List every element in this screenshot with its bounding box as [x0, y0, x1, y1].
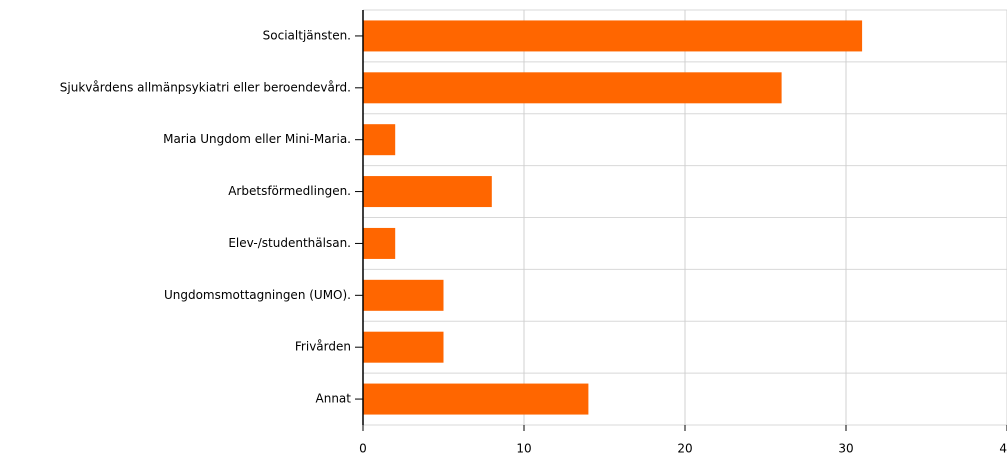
y-tick-label: Arbetsförmedlingen.	[228, 184, 351, 198]
y-tick-label: Socialtjänsten.	[263, 28, 351, 42]
bar	[363, 124, 396, 156]
x-tick-label: 30	[838, 442, 853, 456]
bar	[363, 72, 782, 104]
x-tick-label: 20	[677, 442, 692, 456]
bar	[363, 176, 492, 208]
x-tick-label: 10	[516, 442, 531, 456]
bar	[363, 383, 589, 415]
bar	[363, 279, 444, 311]
y-tick-label: Frivården	[295, 340, 351, 354]
y-tick-label: Annat	[316, 392, 352, 406]
bar	[363, 20, 863, 52]
y-tick-label: Ungdomsmottagningen (UMO).	[164, 288, 351, 302]
y-tick-label: Elev-/studenthälsan.	[228, 236, 351, 250]
y-tick-label: Maria Ungdom eller Mini-Maria.	[163, 132, 351, 146]
bar	[363, 227, 396, 259]
bar	[363, 331, 444, 363]
x-tick-label: 40	[999, 442, 1007, 456]
y-tick-label: Sjukvårdens allmänpsykiatri eller beroen…	[60, 80, 351, 94]
x-tick-label: 0	[359, 442, 367, 456]
